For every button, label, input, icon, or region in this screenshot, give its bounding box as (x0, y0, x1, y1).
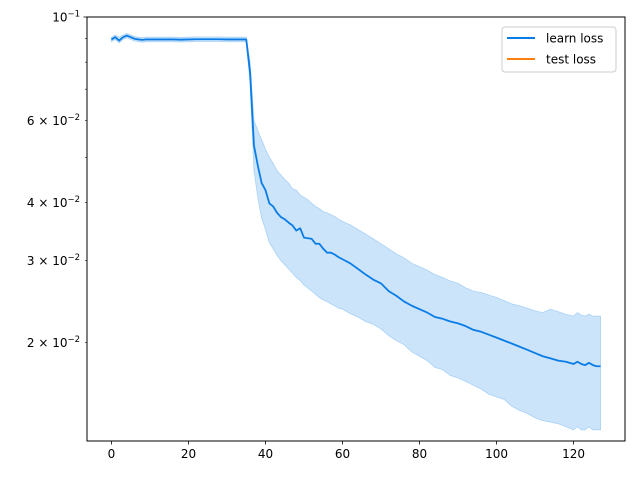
y-tick-label: 4 × 10−2 (27, 195, 80, 210)
y-axis: 10−1 2 × 10−2 3 × 10−2 4 × 10−2 6 × 10−2 (27, 10, 87, 350)
y-tick-label: 2 × 10−2 (27, 335, 80, 350)
x-tick-label: 120 (562, 447, 585, 461)
y-tick-label: 3 × 10−2 (27, 253, 80, 268)
x-tick-label: 0 (108, 447, 116, 461)
legend-label-test-loss: test loss (546, 53, 596, 67)
x-axis: 0 20 40 60 80 100 120 (108, 441, 585, 461)
y-tick-label: 10−1 (52, 10, 80, 25)
x-tick-label: 80 (412, 447, 427, 461)
legend-label-learn-loss: learn loss (546, 32, 603, 46)
legend: learn loss test loss (501, 26, 617, 73)
x-tick-label: 100 (485, 447, 508, 461)
plot-area (110, 32, 601, 431)
x-tick-label: 60 (335, 447, 350, 461)
axes-frame (86, 16, 626, 442)
x-tick-label: 20 (181, 447, 196, 461)
learn-loss-line (110, 34, 601, 368)
x-tick-label: 40 (258, 447, 273, 461)
y-tick-label: 6 × 10−2 (27, 113, 80, 128)
